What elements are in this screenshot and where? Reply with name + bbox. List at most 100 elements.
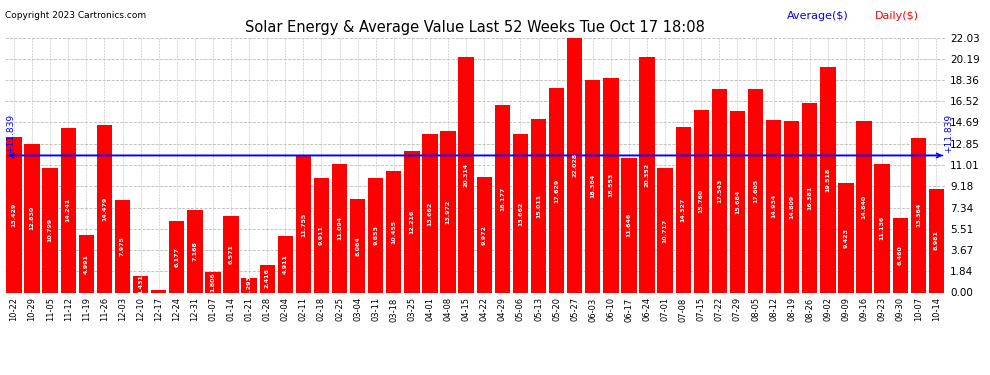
Bar (747, 89, 763, 292)
Text: Copyright 2023 Cartronics.com: Copyright 2023 Cartronics.com (5, 11, 147, 20)
Text: 13.364: 13.364 (916, 203, 921, 227)
Bar (259, 264, 275, 292)
Bar (495, 105, 510, 292)
Text: 12.216: 12.216 (410, 210, 415, 234)
Bar (874, 164, 890, 292)
Text: 10.799: 10.799 (48, 218, 52, 242)
Bar (296, 156, 311, 292)
Bar (657, 168, 673, 292)
Text: 13.662: 13.662 (428, 201, 433, 225)
Text: 18.384: 18.384 (590, 174, 595, 198)
Bar (205, 272, 221, 292)
Bar (133, 276, 148, 292)
Bar (441, 131, 455, 292)
Text: 14.327: 14.327 (681, 198, 686, 222)
Text: 20.352: 20.352 (644, 163, 649, 187)
Bar (548, 88, 564, 292)
Text: 11.094: 11.094 (337, 216, 343, 240)
Text: 16.381: 16.381 (807, 186, 813, 210)
Text: 15.011: 15.011 (536, 194, 541, 217)
Bar (224, 216, 239, 292)
Text: 1.806: 1.806 (211, 272, 216, 292)
Text: 11.136: 11.136 (880, 216, 885, 240)
Text: 6.571: 6.571 (229, 244, 234, 264)
Text: 20.314: 20.314 (463, 163, 468, 187)
Text: 4.991: 4.991 (84, 254, 89, 273)
Text: 9.911: 9.911 (319, 225, 324, 245)
Bar (856, 121, 872, 292)
Bar (314, 178, 329, 292)
Bar (820, 67, 836, 292)
Bar (567, 38, 582, 292)
Text: 2.416: 2.416 (264, 268, 269, 288)
Text: 14.840: 14.840 (861, 195, 866, 219)
Text: 9.972: 9.972 (482, 225, 487, 245)
Text: 1.431: 1.431 (138, 274, 144, 294)
Text: 13.662: 13.662 (518, 201, 523, 225)
Bar (277, 236, 293, 292)
Text: 13.429: 13.429 (12, 202, 17, 227)
Bar (893, 218, 908, 292)
Text: 1.293: 1.293 (247, 275, 251, 295)
Bar (622, 158, 637, 292)
Bar (839, 183, 853, 292)
Bar (802, 103, 818, 292)
Bar (603, 78, 619, 292)
Text: 14.479: 14.479 (102, 196, 107, 221)
Text: 15.684: 15.684 (735, 190, 740, 214)
Title: Solar Energy & Average Value Last 52 Weeks Tue Oct 17 18:08: Solar Energy & Average Value Last 52 Wee… (246, 20, 705, 35)
Bar (115, 200, 131, 292)
Text: 9.853: 9.853 (373, 225, 378, 245)
Text: 14.809: 14.809 (789, 195, 794, 219)
Bar (43, 168, 57, 292)
Text: 13.972: 13.972 (446, 200, 450, 224)
Bar (911, 138, 926, 292)
Text: 7.975: 7.975 (120, 236, 125, 256)
Bar (349, 199, 365, 292)
Text: 9.423: 9.423 (843, 228, 848, 248)
Bar (423, 134, 438, 292)
Bar (640, 57, 654, 292)
Bar (675, 127, 691, 292)
Text: 11.755: 11.755 (301, 212, 306, 237)
Bar (60, 128, 76, 292)
Bar (97, 125, 112, 292)
Bar (25, 144, 40, 292)
Bar (332, 164, 347, 292)
Bar (404, 151, 420, 292)
Text: 14.241: 14.241 (65, 198, 70, 222)
Bar (151, 290, 166, 292)
Bar (531, 119, 546, 292)
Text: 6.177: 6.177 (174, 247, 179, 267)
Bar (585, 80, 601, 292)
Bar (242, 278, 256, 292)
Bar (513, 134, 528, 292)
Bar (368, 178, 383, 292)
Text: 18.553: 18.553 (608, 173, 614, 197)
Text: 17.543: 17.543 (717, 179, 722, 203)
Bar (730, 111, 745, 292)
Text: 7.168: 7.168 (192, 241, 197, 261)
Text: 16.177: 16.177 (500, 187, 505, 211)
Bar (766, 120, 781, 292)
Text: 10.717: 10.717 (662, 218, 667, 243)
Text: 6.460: 6.460 (898, 245, 903, 265)
Bar (784, 121, 799, 292)
Bar (929, 189, 944, 292)
Bar (694, 110, 709, 292)
Text: 22.028: 22.028 (572, 153, 577, 177)
Text: Average($): Average($) (787, 11, 848, 21)
Bar (187, 210, 203, 292)
Bar (78, 235, 94, 292)
Bar (458, 57, 474, 292)
Bar (476, 177, 492, 292)
Bar (169, 221, 184, 292)
Text: 15.760: 15.760 (699, 189, 704, 213)
Text: 8.064: 8.064 (355, 236, 360, 256)
Text: Daily($): Daily($) (875, 11, 919, 21)
Text: 11.646: 11.646 (627, 213, 632, 237)
Text: 17.605: 17.605 (753, 178, 758, 203)
Bar (712, 90, 727, 292)
Text: 14.934: 14.934 (771, 194, 776, 218)
Text: 17.629: 17.629 (554, 178, 559, 203)
